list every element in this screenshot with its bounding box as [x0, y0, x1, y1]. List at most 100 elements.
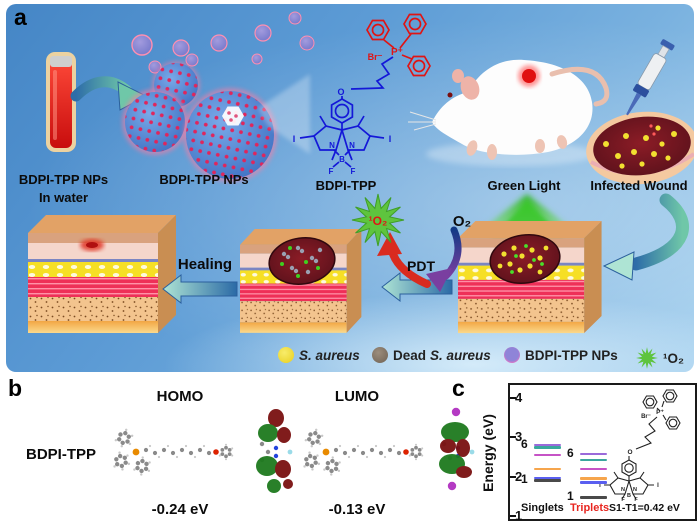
- y-tick-mark: [510, 475, 516, 478]
- atom-f-label: F: [329, 167, 334, 176]
- skin-block-infected: [458, 221, 602, 334]
- level-index-label: 1: [567, 488, 574, 503]
- panel-a-label: a: [14, 4, 27, 30]
- y-tick-label: 3: [515, 429, 523, 445]
- level-index-label: 6: [567, 445, 574, 460]
- legend-item-saureus: S. aureus: [278, 347, 360, 363]
- singlets-label: Singlets: [521, 502, 564, 514]
- atom-n-label: N: [329, 141, 335, 150]
- energy-plot-area: Singlets Triplets S1-T1=0.42 eV: [510, 385, 695, 523]
- pdt-caption: PDT: [407, 258, 435, 274]
- mouse-illustration: [408, 59, 610, 166]
- panel-a-illustration: P⁺ Br⁻ O N N B: [28, 11, 694, 334]
- legend-item-dead-saureus: Dead S. aureus: [372, 347, 491, 363]
- atom-i-label: I: [389, 134, 392, 144]
- y-tick-mark: [510, 436, 516, 439]
- infected-wound-caption: Infected Wound: [590, 178, 688, 193]
- triplets-level-5: [580, 458, 607, 462]
- orbital-illustrations: [0, 407, 475, 493]
- homo-energy: -0.24 eV: [151, 501, 209, 518]
- panel-c: c Energy (eV) Singlets Triplets S1-T1=0.…: [440, 374, 700, 525]
- singlet-oxygen-star-icon: [636, 347, 658, 369]
- nanoparticle-icon: [504, 347, 520, 363]
- atom-n-label: N: [633, 487, 637, 493]
- y-tick-label: 4: [515, 390, 523, 406]
- healing-caption: Healing: [177, 256, 233, 273]
- legend-item-singlet-oxygen: ¹O₂: [636, 347, 688, 369]
- skin-block-healed: [28, 215, 176, 333]
- bdpi-tpp-structure-illustration: P⁺ Br⁻ O N N B: [293, 13, 431, 176]
- triplets-level-2: [580, 481, 607, 484]
- atom-f-label: F: [351, 167, 356, 176]
- s1-t1-annotation: S1-T1=0.42 eV: [609, 502, 680, 514]
- atom-i-label: I: [293, 134, 296, 144]
- singlets-level-4: [534, 453, 561, 457]
- molecule-caption: BDPI-TPP: [315, 178, 377, 193]
- atom-i-label: I: [657, 483, 659, 489]
- atom-o-label: O: [337, 87, 344, 97]
- atom-f-label: F: [621, 497, 625, 501]
- healing-arrow-icon: [162, 273, 238, 305]
- oxygen-caption: O₂: [452, 213, 472, 230]
- legend-label: S. aureus: [299, 347, 360, 363]
- panel-b-molecule-label: BDPI-TPP: [25, 446, 96, 463]
- lumo-orbital-illustration: [301, 407, 475, 491]
- atom-b-label: B: [627, 493, 631, 499]
- y-tick-mark: [510, 515, 516, 517]
- legend-item-nps: BDPI-TPP NPs: [504, 347, 622, 363]
- legend-label: Dead S. aureus: [393, 347, 491, 363]
- atom-br-label: Br⁻: [368, 52, 383, 62]
- singlets-level-1: [534, 479, 561, 483]
- panel-c-label: c: [452, 375, 465, 401]
- pdt-arrow-icon: [377, 232, 431, 288]
- atom-n-label: N: [621, 487, 625, 493]
- panel-b: b HOMO LUMO BDPI-TPP -0.24 eV -0.13 eV: [0, 374, 515, 525]
- energy-diagram-box: Singlets Triplets S1-T1=0.42 eV: [508, 383, 697, 523]
- triplets-level-4: [580, 467, 607, 471]
- tube-caption-line2: In water: [38, 190, 89, 205]
- homo-orbital-illustration: [111, 409, 293, 493]
- triplets-level-3: [580, 477, 607, 480]
- singlets-level-3: [534, 467, 561, 471]
- singlets-level-6: [534, 443, 561, 447]
- level-index-label: 1: [521, 472, 528, 487]
- oxygen-arrow-icon: [426, 226, 462, 292]
- apply-arrow-icon: [602, 193, 689, 281]
- legend-label: ¹O₂: [663, 350, 684, 366]
- nps-caption: BDPI-TPP NPs: [159, 172, 249, 187]
- pipette-icon: [626, 39, 675, 116]
- singlets-level-5: [534, 446, 561, 450]
- molecule-inset-illustration: P⁺ Br⁻ O N N B F F I I: [599, 389, 681, 501]
- energy-axis-label: Energy (eV): [480, 414, 496, 492]
- level-index-label: 6: [521, 436, 528, 451]
- skin-block-treated: [240, 229, 362, 333]
- atom-o-label: O: [627, 449, 632, 456]
- y-tick-mark: [510, 397, 516, 400]
- y-tick-label: 1: [515, 508, 523, 523]
- infected-wound-illustration: [586, 111, 694, 185]
- dead-saureus-icon: [372, 347, 388, 363]
- triplets-level-6: [580, 452, 607, 456]
- tube-caption-line1: BDPI-TPP NPs: [18, 172, 109, 187]
- legend-label: BDPI-TPP NPs: [525, 347, 618, 363]
- atom-f-label: F: [634, 497, 638, 501]
- atom-n-label: N: [349, 141, 355, 150]
- panel-b-label: b: [8, 375, 23, 401]
- singlets-level-2: [534, 476, 561, 480]
- atom-br-label: Br⁻: [641, 414, 651, 420]
- triplets-label: Triplets: [570, 502, 610, 514]
- panel-a: P⁺ Br⁻ O N N B: [6, 4, 694, 372]
- y-tick-label: 2: [515, 468, 523, 484]
- nanoparticle-spheres-illustration: [122, 11, 315, 182]
- saureus-icon: [278, 347, 294, 363]
- test-tube-illustration: [46, 52, 76, 152]
- singlet-oxygen-starburst-icon: ¹O₂: [351, 193, 405, 247]
- lumo-energy: -0.13 eV: [328, 501, 386, 518]
- singlet-oxygen-label: ¹O₂: [369, 214, 388, 228]
- atom-i-label: I: [599, 483, 601, 489]
- atom-b-label: B: [339, 155, 345, 164]
- homo-title: HOMO: [156, 388, 204, 405]
- atom-p-label: P⁺: [656, 409, 664, 416]
- atom-p-label: P⁺: [391, 47, 403, 58]
